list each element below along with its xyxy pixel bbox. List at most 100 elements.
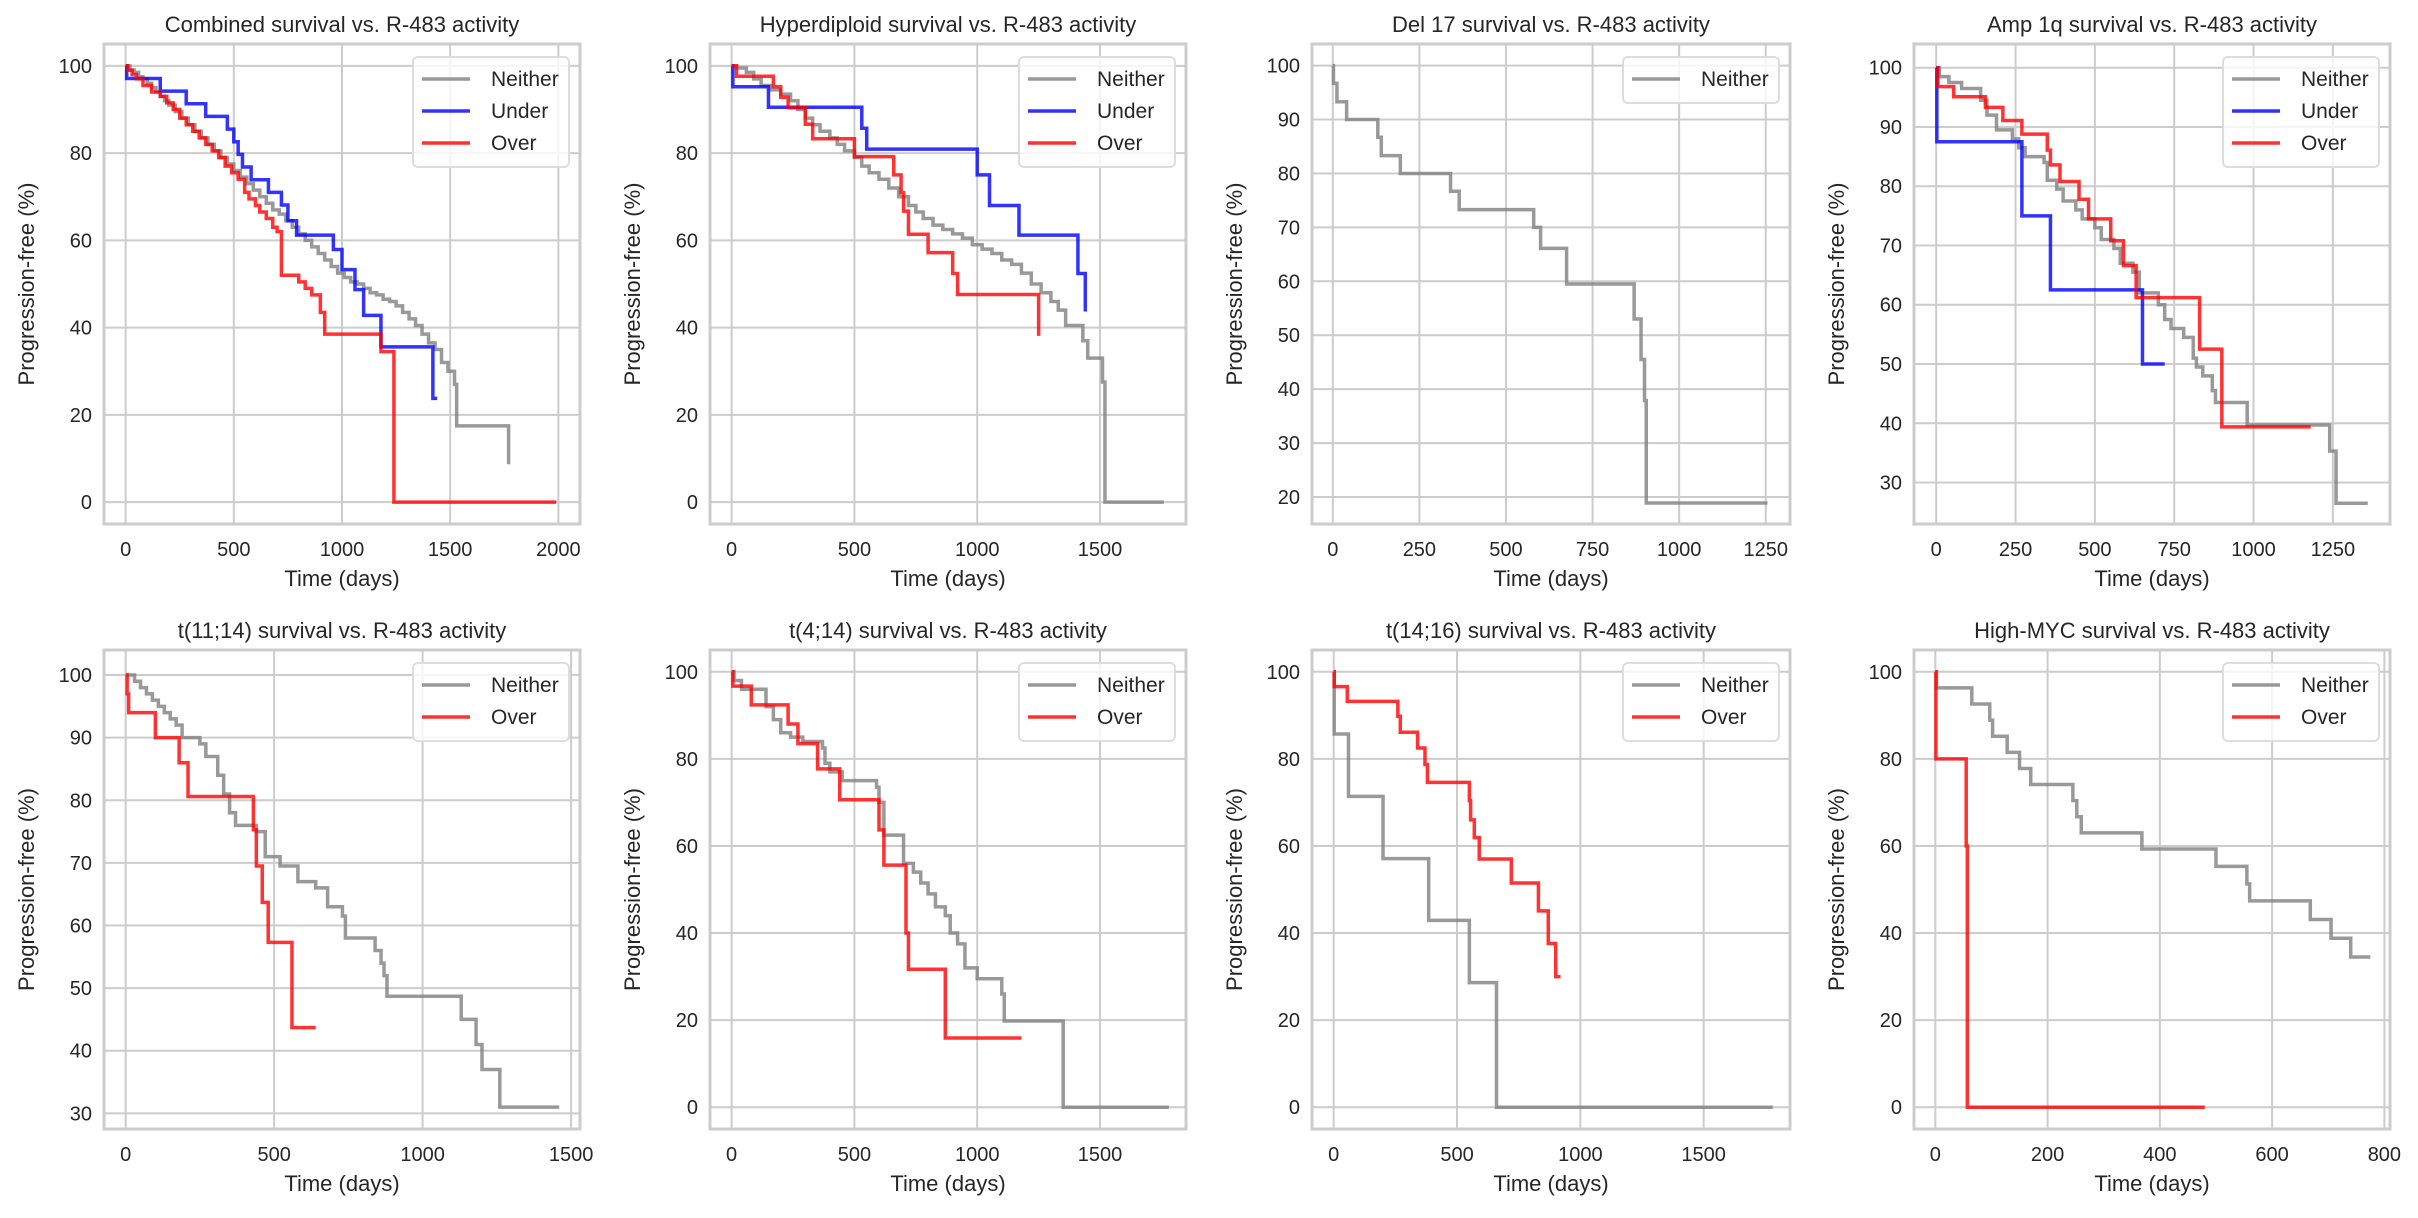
y-tick-label: 40 <box>1278 379 1300 401</box>
x-tick-label: 2000 <box>536 539 581 561</box>
y-axis-label: Progression-free (%) <box>1824 183 1849 386</box>
axes-frame <box>102 648 582 1131</box>
x-tick-label: 1500 <box>428 539 473 561</box>
legend-box <box>1018 56 1176 168</box>
x-tick-label: 400 <box>2143 1144 2176 1166</box>
legend-item-over: Over <box>1632 706 1747 729</box>
legend-box <box>1622 662 1780 742</box>
x-tick-label: 1000 <box>1558 1144 1603 1166</box>
tick-labels: 0 500 1000 1500 0 20 40 60 80 100 <box>665 56 1123 561</box>
y-axis-label: Progression-free (%) <box>1824 788 1849 991</box>
tick-labels: 0 500 1000 1500 2000 0 20 40 60 80 100 <box>59 56 581 561</box>
y-axis-label: Progression-free (%) <box>620 788 645 991</box>
y-tick-label: 80 <box>1278 749 1300 771</box>
x-tick-label: 0 <box>120 539 131 561</box>
legend-label: Neither <box>2301 68 2369 91</box>
x-tick-label: 1500 <box>549 1144 594 1166</box>
legend-box <box>1622 56 1780 104</box>
y-tick-label: 0 <box>687 492 698 514</box>
legend-box <box>412 56 570 168</box>
x-tick-label: 750 <box>1576 539 1609 561</box>
axes-frame <box>1912 42 2392 526</box>
y-tick-label: 90 <box>70 728 92 750</box>
tick-labels: 0 500 1000 1500 0 20 40 60 80 100 <box>665 662 1123 1166</box>
y-tick-label: 40 <box>1880 923 1902 945</box>
curve-over <box>1934 670 2205 1109</box>
y-tick-label: 50 <box>1880 354 1902 376</box>
legend: Neither Under Over <box>2222 56 2380 168</box>
legend-label: Over <box>491 132 537 155</box>
legend-item-under: Under <box>2232 100 2358 123</box>
subplot-amp-1q: 0 250 500 750 1000 1250 30 40 50 60 70 80 90 100 Amp 1… <box>1824 12 2392 591</box>
legend: Neither Over <box>1018 662 1176 742</box>
legend: Neither Over <box>2222 662 2380 742</box>
x-axis-label: Time (days) <box>284 566 399 591</box>
y-tick-label: 100 <box>1267 56 1300 78</box>
legend-label: Neither <box>491 68 559 91</box>
legend-label: Under <box>1097 100 1154 123</box>
survival-curves <box>1331 63 1768 505</box>
y-tick-label: 60 <box>1278 836 1300 858</box>
x-tick-label: 500 <box>2078 539 2111 561</box>
x-tick-label: 1000 <box>955 1144 1000 1166</box>
legend-item-over: Over <box>1028 706 1143 729</box>
x-tick-label: 500 <box>838 539 871 561</box>
legend-item-neither: Neither <box>1632 674 1769 697</box>
y-tick-label: 80 <box>676 749 698 771</box>
curve-neither <box>1936 65 2368 506</box>
x-axis-label: Time (days) <box>2094 566 2209 591</box>
legend-box <box>2222 662 2380 742</box>
legend-label: Under <box>491 100 548 123</box>
legend-label: Over <box>2301 132 2347 155</box>
y-tick-label: 60 <box>70 916 92 938</box>
legend-item-neither: Neither <box>2232 68 2369 91</box>
x-tick-label: 500 <box>1489 539 1522 561</box>
x-tick-label: 200 <box>2031 1144 2064 1166</box>
tick-labels: 0 200 400 600 800 0 20 40 60 80 100 <box>1869 662 2401 1166</box>
y-tick-label: 60 <box>1880 836 1902 858</box>
curve-under <box>731 64 1088 312</box>
subplot-del-17: 0 250 500 750 1000 1250 20 30 40 50 60 70 80 90 100 Del… <box>1222 12 1792 591</box>
y-tick-label: 60 <box>676 230 698 252</box>
y-tick-label: 100 <box>1267 662 1300 684</box>
x-tick-label: 500 <box>838 1144 871 1166</box>
curve-over <box>1936 65 2311 429</box>
y-tick-label: 30 <box>70 1103 92 1125</box>
y-axis-label: Progression-free (%) <box>620 183 645 386</box>
x-tick-label: 500 <box>217 539 250 561</box>
x-tick-label: 500 <box>1440 1144 1473 1166</box>
legend-label: Neither <box>1701 68 1769 91</box>
y-tick-label: 80 <box>1880 749 1902 771</box>
y-tick-label: 20 <box>676 405 698 427</box>
curve-under <box>1935 65 2165 366</box>
y-tick-label: 100 <box>59 56 92 78</box>
x-tick-label: 0 <box>1327 539 1338 561</box>
legend-label: Neither <box>1097 68 1165 91</box>
chart-title: t(4;14) survival vs. R-483 activity <box>789 618 1107 643</box>
x-tick-label: 750 <box>2158 539 2191 561</box>
legend-item-neither: Neither <box>1028 674 1165 697</box>
legend-label: Over <box>1097 132 1143 155</box>
x-axis-label: Time (days) <box>1493 1171 1608 1196</box>
legend-item-neither: Neither <box>422 68 559 91</box>
x-tick-label: 1500 <box>1681 1144 1726 1166</box>
legend-label: Neither <box>1097 674 1165 697</box>
x-tick-label: 1500 <box>1078 1144 1123 1166</box>
curve-over <box>731 64 1041 336</box>
y-tick-label: 90 <box>1278 110 1300 132</box>
legend: Neither <box>1622 56 1780 104</box>
axes-frame <box>708 42 1188 526</box>
survival-curves <box>1935 65 2368 506</box>
legend-label: Over <box>1097 706 1143 729</box>
y-tick-label: 30 <box>1278 433 1300 455</box>
subplot-high-myc: 0 200 400 600 800 0 20 40 60 80 100 High-MYC surviv… <box>1824 618 2401 1196</box>
legend-label: Over <box>1701 706 1747 729</box>
y-tick-label: 0 <box>1891 1097 1902 1119</box>
y-tick-label: 100 <box>59 665 92 687</box>
x-tick-label: 1000 <box>1657 539 1702 561</box>
curve-neither <box>731 64 1164 504</box>
y-tick-label: 70 <box>1880 235 1902 257</box>
x-tick-label: 0 <box>726 539 737 561</box>
